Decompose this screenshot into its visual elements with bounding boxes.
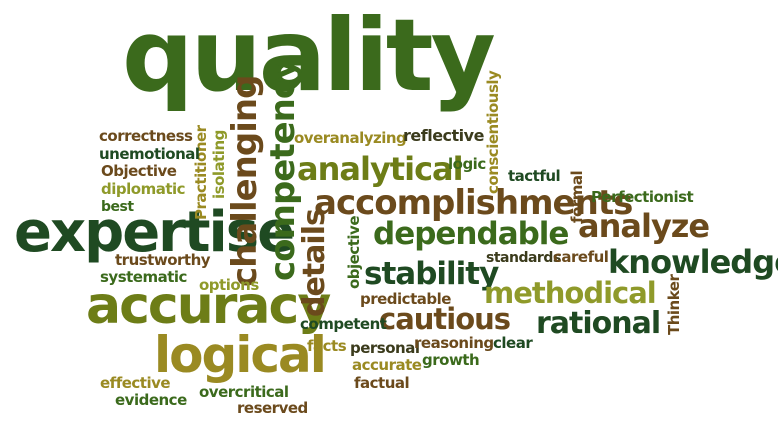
word-correctness: correctness: [99, 127, 193, 145]
word-objective-vertical: objective: [345, 215, 363, 289]
word-systematic: systematic: [100, 268, 187, 286]
word-accomplishments: accomplishments: [314, 183, 633, 223]
word-evidence: evidence: [115, 391, 187, 409]
word-rational: rational: [536, 306, 661, 341]
word-effective: effective: [100, 374, 171, 392]
word-methodical: methodical: [484, 276, 657, 310]
word-quality: quality: [122, 0, 496, 114]
word-logic: logic: [448, 155, 486, 173]
word-competency: competency: [263, 58, 303, 281]
word-analyze: analyze: [578, 207, 710, 245]
word-dependable: dependable: [373, 216, 569, 252]
word-diplomatic: diplomatic: [101, 180, 186, 198]
word-stability: stability: [364, 256, 499, 292]
word-accuracy: accuracy: [86, 276, 331, 336]
word-expertise: expertise: [14, 200, 295, 265]
word-best: best: [101, 199, 134, 215]
word-overcritical: overcritical: [199, 383, 289, 401]
word-formal: formal: [568, 170, 586, 223]
word-knowledge: knowledge: [608, 243, 778, 281]
word-cautious: cautious: [379, 302, 511, 336]
word-standards: standards: [486, 250, 561, 266]
word-careful: careful: [553, 248, 609, 266]
word-factual: factual: [354, 374, 410, 392]
word-tactful: tactful: [508, 167, 561, 185]
word-thinker: Thinker: [665, 274, 683, 335]
word-trustworthy: trustworthy: [115, 251, 211, 269]
word-clear: clear: [493, 334, 533, 352]
word-objective: Objective: [101, 162, 177, 180]
word-accurate: accurate: [352, 356, 422, 374]
word-challenging: challenging: [225, 75, 265, 287]
word-logical: logical: [154, 326, 327, 384]
word-isolating: isolating: [210, 130, 228, 199]
word-facts: facts: [307, 337, 347, 355]
word-conscientiously: conscientiously: [484, 70, 502, 194]
word-personal: personal: [350, 339, 420, 357]
word-predictable: predictable: [360, 290, 451, 308]
word-unemotional: unemotional: [99, 145, 200, 163]
word-analytical: analytical: [297, 150, 464, 188]
word-overanalyzing: overanalyzing: [294, 129, 407, 147]
word-reserved: reserved: [237, 399, 308, 417]
word-reasoning: reasoning: [414, 334, 494, 352]
word-reflective: reflective: [403, 126, 484, 145]
word-options: options: [199, 276, 259, 294]
word-details: details: [297, 209, 332, 317]
word-competent: competent: [300, 315, 387, 333]
word-practitioner: Practitioner: [192, 125, 210, 220]
word-growth: growth: [422, 351, 480, 369]
word-perfectionist: Perfectionist: [591, 188, 694, 206]
